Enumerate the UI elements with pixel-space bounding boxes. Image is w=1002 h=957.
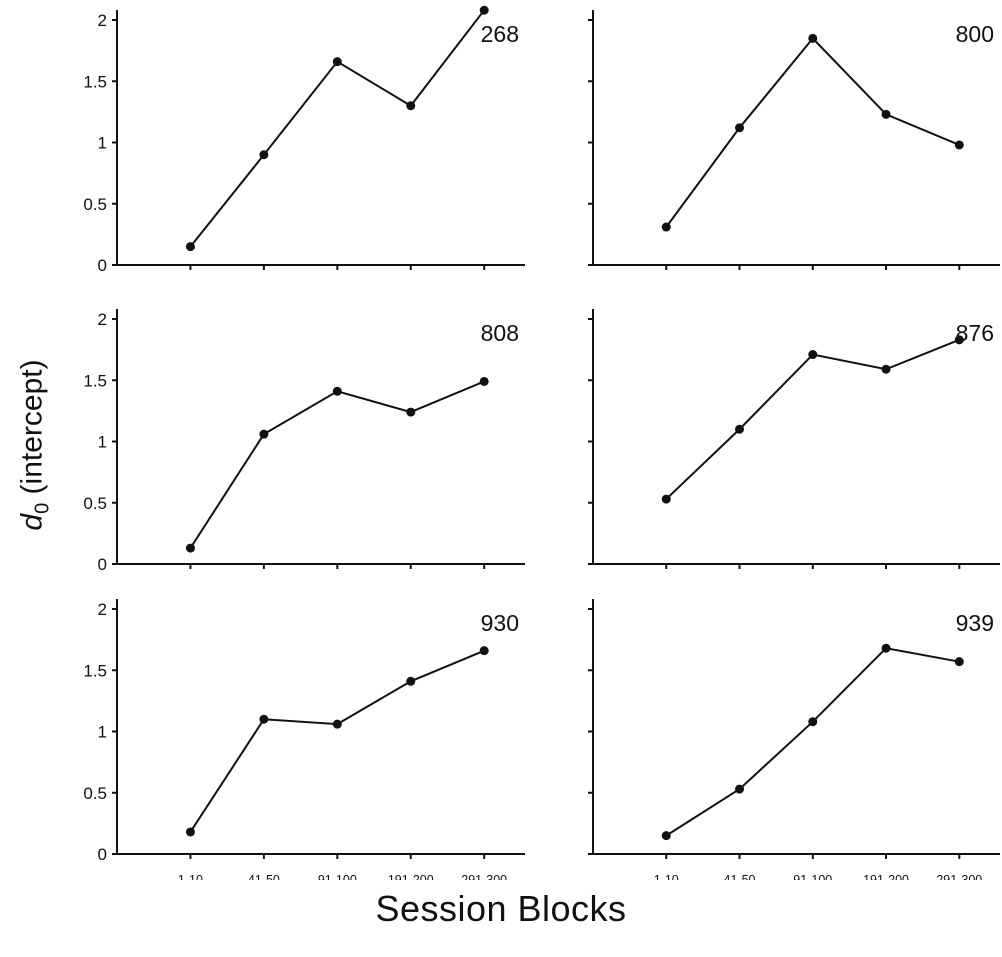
data-point <box>661 831 671 841</box>
y-tick-label: 1 <box>98 134 107 153</box>
x-tick-label: 1-10 <box>654 873 679 880</box>
data-point <box>185 242 195 252</box>
data-point <box>808 350 818 360</box>
panel-label: 939 <box>956 610 994 636</box>
plot-area: 0 0.5 1 1.5 2 268 800 0 0.5 1 1.5 2 808 876 0 0.5 1 1.5 2 1… <box>83 5 1000 880</box>
data-point <box>479 376 489 386</box>
data-point <box>735 784 745 794</box>
x-tick-label: 291-300 <box>461 873 507 880</box>
data-point <box>406 676 416 686</box>
data-point <box>881 364 891 374</box>
series-line <box>665 36 960 228</box>
y-tick-label: 2 <box>98 11 107 30</box>
panel-268: 0 0.5 1 1.5 2 268 <box>83 5 525 275</box>
y-tick-label: 1.5 <box>83 371 107 390</box>
data-point <box>332 386 342 396</box>
data-point <box>259 150 269 160</box>
data-point <box>808 717 818 727</box>
data-point <box>735 123 745 133</box>
x-axis-title: Session Blocks <box>375 888 627 929</box>
x-tick-label: 191-200 <box>863 873 909 880</box>
panel-808: 0 0.5 1 1.5 2 808 <box>83 309 525 574</box>
x-tick-label: 41-50 <box>248 873 280 880</box>
series-line <box>189 9 485 248</box>
y-tick-label: 0 <box>98 256 107 275</box>
y-tick-label: 1 <box>98 433 107 452</box>
data-point <box>406 101 416 111</box>
y-tick-label: 0 <box>98 555 107 574</box>
series-line <box>189 380 485 549</box>
y-tick-label: 0 <box>98 845 107 864</box>
data-point <box>881 109 891 119</box>
panel-label: 808 <box>481 320 519 346</box>
series-line <box>189 649 485 833</box>
data-point <box>185 827 195 837</box>
y-tick-label: 0.5 <box>83 195 107 214</box>
y-tick-label: 2 <box>98 600 107 619</box>
x-tick-label: 191-200 <box>388 873 434 880</box>
y-tick-label: 1.5 <box>83 661 107 680</box>
x-tick-label: 91-100 <box>793 873 832 880</box>
data-point <box>661 222 671 232</box>
data-point <box>479 5 489 15</box>
data-point <box>735 424 745 434</box>
panel-876: 876 <box>588 309 1000 569</box>
data-point <box>808 33 818 43</box>
series-line <box>665 338 960 500</box>
panel-800: 800 <box>588 10 1000 270</box>
x-tick-label: 291-300 <box>936 873 982 880</box>
data-point <box>954 140 964 150</box>
y-tick-label: 0.5 <box>83 784 107 803</box>
y-tick-label: 1 <box>98 723 107 742</box>
panel-939: 1-10 41-50 91-100 191-200 291-300 939 <box>588 599 1000 880</box>
series-line <box>665 647 960 837</box>
data-point <box>332 57 342 67</box>
data-point <box>332 719 342 729</box>
data-point <box>406 407 416 417</box>
data-point <box>881 643 891 653</box>
data-point <box>661 494 671 504</box>
data-point <box>259 714 269 724</box>
x-tick-label: 91-100 <box>318 873 357 880</box>
panel-label: 268 <box>481 21 519 47</box>
data-point <box>954 657 964 667</box>
panel-930: 0 0.5 1 1.5 2 1-10 41-50 91-100 191-200 291-300 93… <box>83 599 525 880</box>
y-tick-label: 0.5 <box>83 494 107 513</box>
x-tick-label: 1-10 <box>178 873 203 880</box>
y-tick-label: 1.5 <box>83 72 107 91</box>
y-tick-label: 2 <box>98 310 107 329</box>
data-point <box>259 429 269 439</box>
panel-label: 930 <box>481 610 519 636</box>
x-tick-label: 41-50 <box>724 873 756 880</box>
data-point <box>479 646 489 656</box>
panel-label: 800 <box>956 21 994 47</box>
data-point <box>954 335 964 345</box>
data-point <box>185 543 195 553</box>
panel-label: 876 <box>956 320 994 346</box>
